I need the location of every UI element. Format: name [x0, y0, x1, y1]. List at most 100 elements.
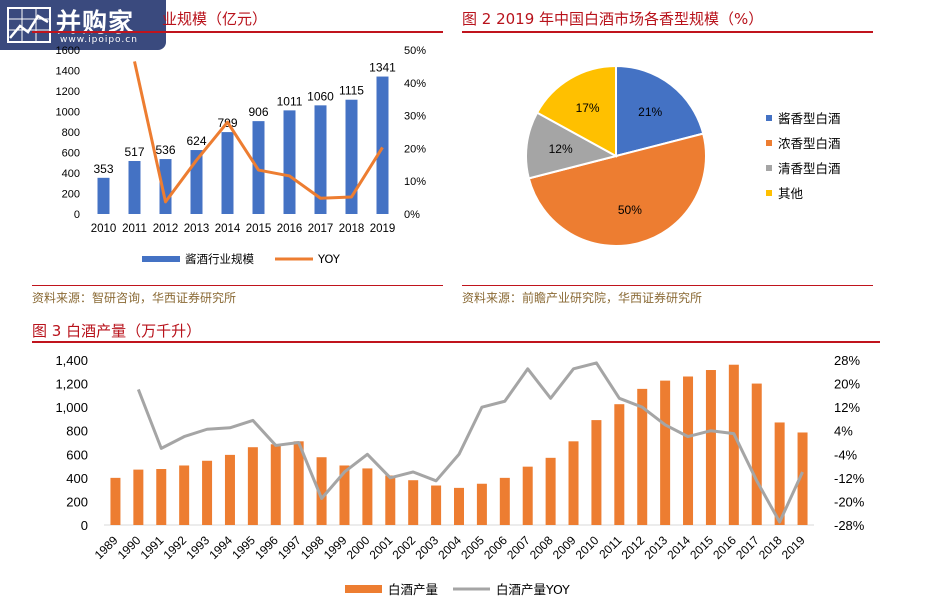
- x-tick-label: 2013: [641, 533, 670, 562]
- x-tick-label: 2013: [184, 223, 210, 235]
- pie-slice: [615, 64, 705, 158]
- x-tick-label: 2003: [412, 533, 441, 562]
- x-tick-label: 2015: [246, 223, 272, 235]
- bar: [110, 477, 121, 525]
- x-tick-label: 2018: [756, 533, 785, 562]
- bar: [362, 468, 373, 525]
- bar: [202, 460, 213, 525]
- bar: [221, 132, 234, 214]
- x-tick-label: 2011: [596, 533, 624, 561]
- slice-label: 21%: [638, 105, 662, 119]
- bar: [128, 161, 141, 214]
- bar: [314, 105, 327, 214]
- x-tick-label: 2000: [344, 533, 373, 562]
- legend-label: 其他: [778, 186, 804, 201]
- figure2-source: 资料来源：前瞻产业研究院，华西证券研究所: [462, 291, 703, 305]
- pie-slice: [525, 111, 619, 180]
- bar: [545, 457, 556, 525]
- y2-tick-label: 4%: [834, 424, 853, 439]
- y-tick-label: 1200: [56, 86, 80, 98]
- y-tick-label: 200: [62, 189, 80, 201]
- x-tick-label: 2010: [573, 533, 602, 562]
- bar: [283, 110, 296, 214]
- bar: [705, 370, 716, 525]
- data-label: 1115: [339, 84, 364, 98]
- data-label: 1011: [277, 94, 303, 108]
- bar: [345, 99, 358, 214]
- figure1-title: 业规模（亿元）: [162, 10, 268, 28]
- x-tick-label: 2011: [122, 223, 147, 235]
- x-tick-label: 2002: [390, 533, 419, 562]
- bar: [660, 380, 671, 525]
- y2-tick-label: 30%: [404, 111, 426, 123]
- bar: [156, 469, 167, 525]
- figure1-source-rule: [32, 285, 443, 286]
- x-tick-label: 1995: [229, 533, 258, 562]
- yoy-line: [136, 361, 804, 524]
- y2-tick-label: 10%: [404, 176, 426, 188]
- x-tick-label: 2001: [367, 533, 396, 562]
- bar: [385, 475, 396, 525]
- bar: [637, 388, 648, 525]
- bar: [728, 364, 739, 525]
- y-tick-label: 400: [62, 168, 80, 180]
- chart-logo-icon: [7, 7, 51, 43]
- bar: [591, 420, 602, 525]
- bar: [270, 444, 281, 525]
- bar: [499, 477, 510, 525]
- x-tick-label: 1999: [321, 533, 350, 562]
- bar: [247, 447, 258, 525]
- x-tick-label: 2004: [435, 533, 464, 562]
- x-tick-label: 2018: [339, 223, 365, 235]
- x-tick-label: 2019: [779, 533, 808, 562]
- yoy-line: [133, 61, 384, 204]
- y2-tick-label: -12%: [834, 471, 865, 486]
- figure3-title: 图 3 白酒产量（万千升）: [32, 322, 202, 340]
- x-tick-label: 1989: [92, 533, 121, 562]
- data-label: 1341: [369, 61, 396, 75]
- legend-label: 酱酒行业规模: [185, 252, 254, 266]
- y-tick-label: 1,000: [55, 400, 88, 415]
- data-label: 1060: [307, 89, 334, 103]
- x-tick-label: 2017: [308, 223, 334, 235]
- bar: [133, 469, 144, 525]
- figure1-source: 资料来源：智研咨询，华西证券研究所: [32, 291, 237, 305]
- bar: [522, 466, 533, 525]
- y2-tick-label: 20%: [404, 143, 426, 155]
- x-tick-label: 2008: [527, 533, 556, 562]
- slice-label: 12%: [549, 142, 573, 156]
- y-tick-label: 0: [74, 209, 80, 221]
- x-tick-label: 2014: [664, 533, 693, 562]
- bar: [683, 376, 694, 525]
- data-label: 906: [248, 105, 268, 119]
- y2-tick-label: 28%: [834, 353, 860, 368]
- x-tick-label: 1990: [115, 533, 144, 562]
- x-tick-label: 2019: [370, 223, 396, 235]
- figure2-title: 图 2 2019 年中国白酒市场各香型规模（%）: [462, 10, 764, 28]
- y2-tick-label: 12%: [834, 400, 860, 415]
- bar: [614, 404, 625, 525]
- bar: [97, 177, 110, 214]
- x-tick-label: 2010: [91, 223, 117, 235]
- bar: [408, 480, 419, 525]
- bar: [476, 483, 487, 525]
- x-tick-label: 2015: [687, 533, 716, 562]
- legend-swatch: [766, 165, 772, 171]
- y2-tick-label: 50%: [404, 45, 426, 57]
- bar: [316, 457, 327, 525]
- y-tick-label: 1000: [56, 107, 80, 119]
- bar: [224, 454, 235, 525]
- y-tick-label: 0: [81, 518, 88, 533]
- x-tick-label: 2017: [733, 533, 762, 562]
- y-tick-label: 800: [66, 424, 88, 439]
- bar: [293, 441, 304, 525]
- y-tick-label: 600: [62, 148, 80, 160]
- data-label: 353: [93, 162, 113, 176]
- x-tick-label: 2009: [550, 533, 579, 562]
- slice-label: 50%: [618, 203, 642, 217]
- legend-swatch: [142, 256, 180, 262]
- x-tick-label: 1994: [206, 533, 235, 562]
- y-tick-label: 800: [62, 127, 80, 139]
- x-tick-label: 1993: [183, 533, 212, 562]
- x-tick-label: 2006: [481, 533, 510, 562]
